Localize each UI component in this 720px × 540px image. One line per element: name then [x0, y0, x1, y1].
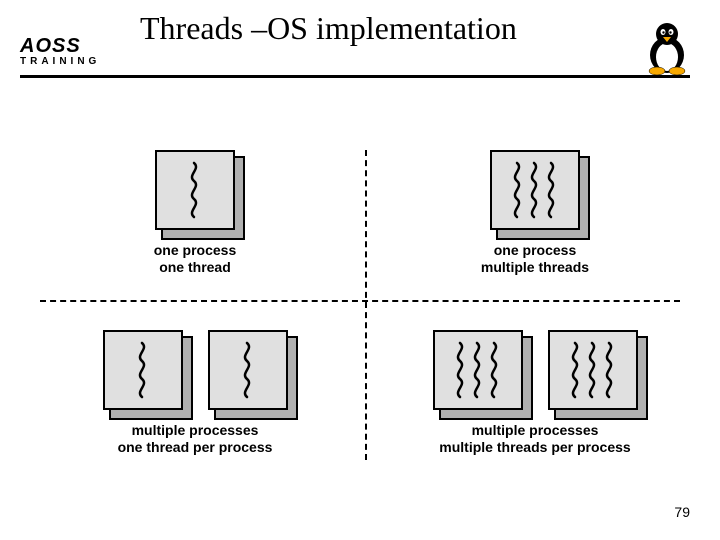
- vertical-divider: [365, 150, 367, 460]
- quadrant-one-process-multiple-threads: one process multiple threads: [380, 150, 690, 276]
- thread-icon: [242, 341, 254, 399]
- process-box: [490, 150, 580, 230]
- thread-icon: [455, 341, 467, 399]
- caption-line2: multiple threads: [481, 259, 589, 275]
- caption-line1: multiple processes: [472, 422, 599, 438]
- process-box: [155, 150, 235, 230]
- caption-line1: multiple processes: [132, 422, 259, 438]
- header-rule: [20, 75, 690, 78]
- thread-icon: [604, 341, 616, 399]
- quadrant-multiple-processes-one-thread: multiple processes one thread per proces…: [40, 330, 350, 456]
- thread-icon: [546, 161, 558, 219]
- thread-icon: [587, 341, 599, 399]
- box-row: [40, 150, 350, 230]
- caption-line1: one process: [154, 242, 236, 258]
- logo: AOSS TRAINING: [20, 35, 100, 67]
- process-box: [548, 330, 638, 410]
- process-box: [208, 330, 288, 410]
- box-row: [380, 150, 690, 230]
- process-box: [103, 330, 183, 410]
- thread-icon: [472, 341, 484, 399]
- page-title: Threads –OS implementation: [140, 10, 517, 47]
- caption-line1: one process: [494, 242, 576, 258]
- page-number: 79: [674, 504, 690, 520]
- process-box: [433, 330, 523, 410]
- header: Threads –OS implementation AOSS TRAINING: [0, 0, 720, 80]
- thread-icon: [189, 161, 201, 219]
- thread-icon: [512, 161, 524, 219]
- thread-icon: [570, 341, 582, 399]
- logo-text-2: TRAINING: [20, 56, 100, 67]
- caption-line2: one thread: [159, 259, 231, 275]
- quadrant-multiple-processes-multiple-threads: multiple processes multiple threads per …: [380, 330, 690, 456]
- quadrant-one-process-one-thread: one process one thread: [40, 150, 350, 276]
- caption: multiple processes one thread per proces…: [40, 422, 350, 456]
- logo-text-1: AOSS: [20, 35, 100, 58]
- horizontal-divider: [40, 300, 680, 302]
- penguin-icon: [645, 20, 690, 80]
- thread-icon: [489, 341, 501, 399]
- box-row: [380, 330, 690, 410]
- caption-line2: one thread per process: [118, 439, 273, 455]
- caption: multiple processes multiple threads per …: [380, 422, 690, 456]
- thread-icon: [137, 341, 149, 399]
- diagram: one process one thread one process multi…: [40, 150, 680, 480]
- caption-line2: multiple threads per process: [439, 439, 630, 455]
- box-row: [40, 330, 350, 410]
- caption: one process multiple threads: [380, 242, 690, 276]
- caption: one process one thread: [40, 242, 350, 276]
- thread-icon: [529, 161, 541, 219]
